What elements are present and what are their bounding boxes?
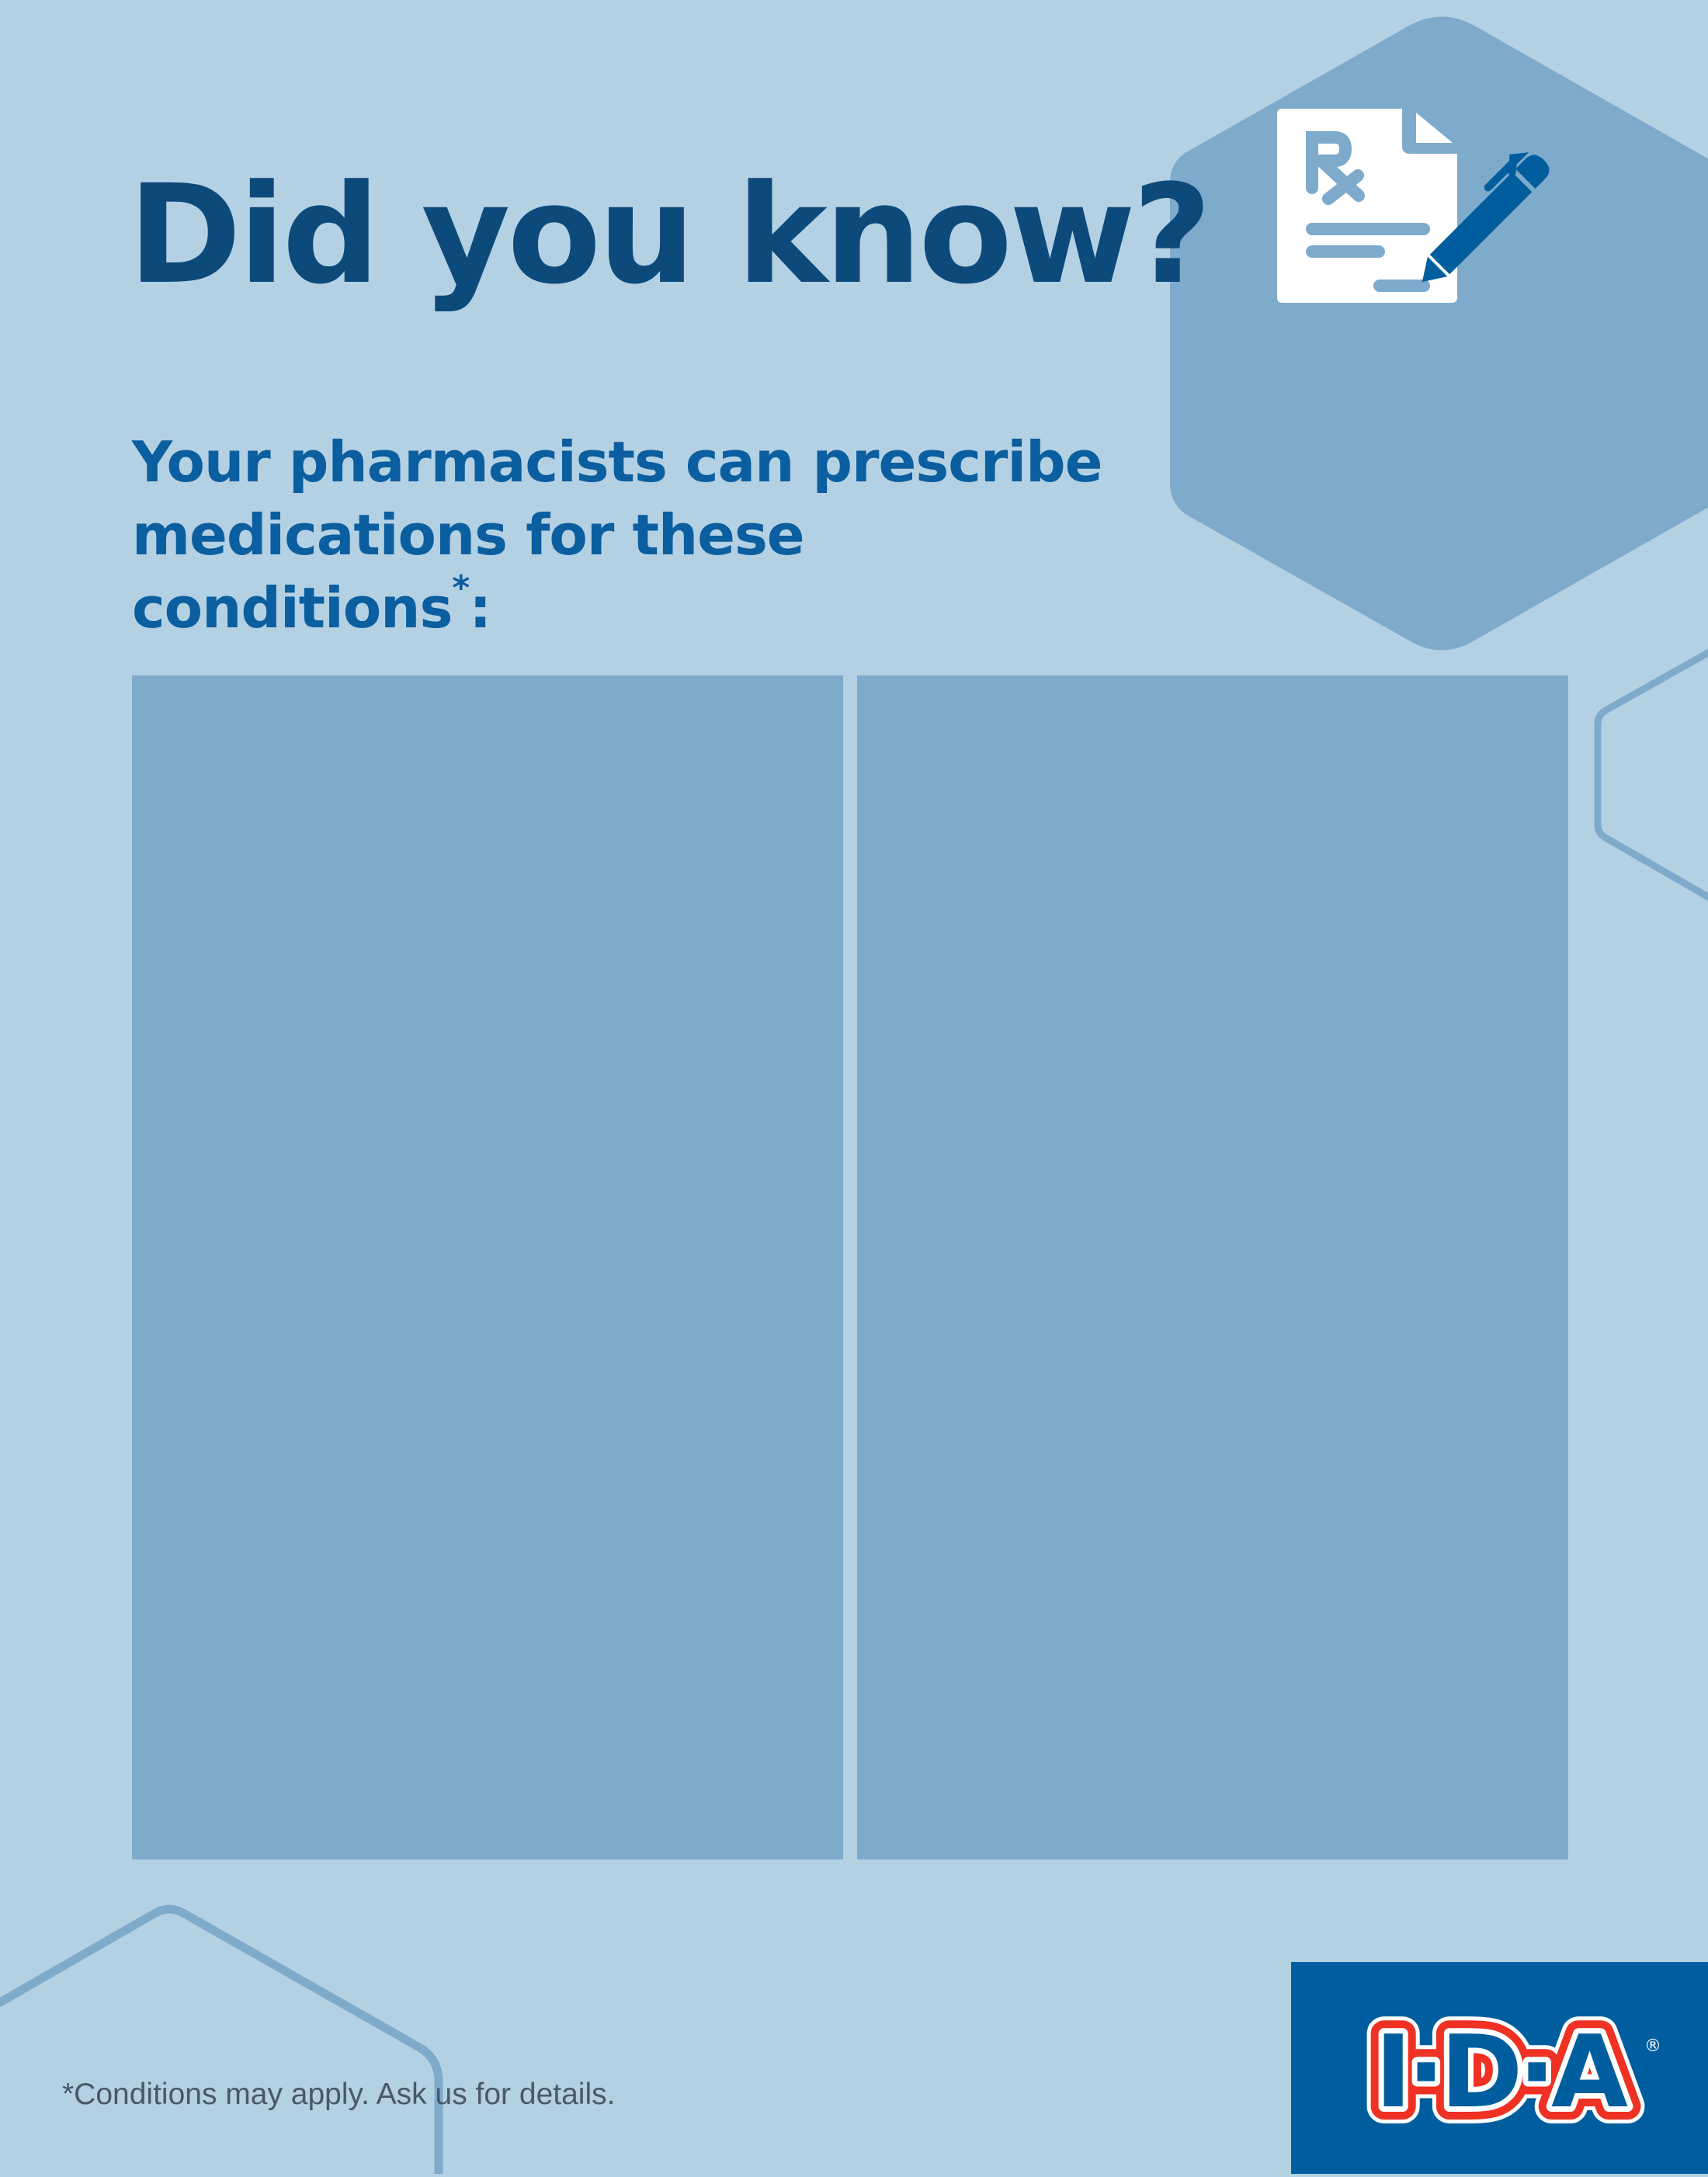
subtitle-line-1: Your pharmacists can prescribe bbox=[132, 429, 1102, 495]
svg-text:I·D·A: I·D·A bbox=[1375, 2015, 1628, 2130]
conditions-panel-right bbox=[857, 675, 1568, 1859]
svg-text:I·D·A: I·D·A bbox=[1375, 2015, 1628, 2130]
pen-icon bbox=[1422, 152, 1550, 283]
hexagon-outline bbox=[1594, 648, 1708, 901]
svg-text:I·D·A: I·D·A bbox=[1375, 2015, 1628, 2130]
hexagon-outline bbox=[0, 1904, 443, 2174]
hexagon-shape bbox=[1170, 16, 1708, 651]
registered-mark: ® bbox=[1644, 2036, 1661, 2056]
subtitle-colon: : bbox=[469, 575, 491, 641]
conditions-panel-left bbox=[132, 675, 843, 1859]
subtitle-asterisk: * bbox=[452, 568, 470, 608]
footnote: *Conditions may apply. Ask us for detail… bbox=[62, 2078, 616, 2111]
svg-text:I·D·A: I·D·A bbox=[1375, 2015, 1628, 2130]
prescription-document-icon bbox=[1277, 109, 1457, 303]
ida-logo: I·D·A I·D·A I·D·A I·D·A ® bbox=[1291, 1962, 1708, 2174]
subtitle: Your pharmacists can prescribe medication… bbox=[132, 425, 1180, 644]
subtitle-line-2: medications for these conditions bbox=[132, 502, 805, 641]
page-title: Did you know? bbox=[128, 155, 1212, 314]
ida-logo-mark: I·D·A I·D·A I·D·A I·D·A ® bbox=[1358, 1998, 1661, 2147]
